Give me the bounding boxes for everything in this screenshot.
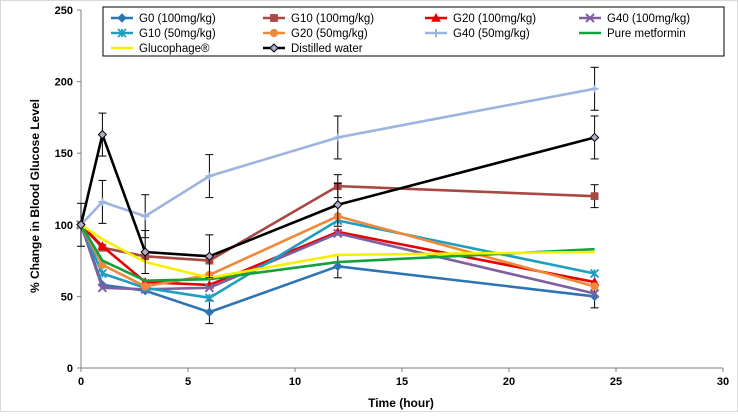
legend-swatch-marker bbox=[269, 28, 279, 38]
data-point bbox=[204, 307, 215, 317]
series-9 bbox=[80, 223, 595, 280]
x-tick-label: 5 bbox=[185, 376, 191, 388]
axes: 0 50 100 150 200 250 0 5 10 15 20 25 30 bbox=[55, 5, 729, 388]
data-point bbox=[590, 84, 599, 93]
data-point bbox=[204, 251, 215, 262]
legend-swatch-marker bbox=[431, 12, 441, 22]
data-point bbox=[141, 212, 150, 221]
legend-item-9: Glucophage® bbox=[111, 43, 210, 55]
x-tick-label: 10 bbox=[289, 376, 301, 388]
legend-box bbox=[102, 6, 725, 57]
x-axis-title: Time (hour) bbox=[368, 396, 434, 410]
series-7 bbox=[77, 66, 599, 239]
data-point bbox=[141, 282, 150, 291]
y-tick-label: 50 bbox=[61, 291, 73, 303]
legend-label: Glucophage® bbox=[139, 43, 210, 55]
data-point bbox=[140, 247, 150, 257]
legend: G0 (100mg/kg) G10 (100mg/kg) G20 (100mg/kg… bbox=[102, 6, 725, 57]
x-tick-label: 30 bbox=[717, 376, 729, 388]
legend-swatch-marker bbox=[270, 14, 278, 22]
series-1 bbox=[76, 220, 600, 325]
data-point bbox=[204, 283, 215, 293]
x-tick-label: 0 bbox=[78, 376, 84, 388]
data-point bbox=[76, 220, 86, 230]
data-point bbox=[97, 283, 108, 293]
legend-item-10: Distilled water bbox=[263, 43, 363, 55]
data-point bbox=[333, 261, 343, 272]
legend-label: G40 (100mg/kg) bbox=[607, 13, 690, 25]
y-tick-label: 200 bbox=[55, 77, 73, 89]
data-point bbox=[204, 293, 215, 303]
legend-swatch-marker bbox=[269, 43, 279, 53]
legend-label: G10 (100mg/kg) bbox=[291, 13, 374, 25]
legend-item-2: G10 (100mg/kg) bbox=[263, 13, 374, 25]
x-tick-label: 15 bbox=[396, 376, 408, 388]
data-point bbox=[333, 228, 343, 239]
data-point bbox=[589, 288, 600, 299]
data-point bbox=[205, 172, 214, 181]
legend-item-7: G40 (50mg/kg) bbox=[425, 28, 530, 40]
series-10 bbox=[76, 112, 600, 279]
data-point bbox=[589, 132, 600, 143]
legend-swatch-marker bbox=[432, 29, 440, 37]
data-point bbox=[333, 133, 342, 142]
data-point bbox=[97, 129, 108, 140]
x-tick-label: 20 bbox=[503, 376, 515, 388]
data-point bbox=[590, 192, 599, 201]
series-8 bbox=[79, 224, 595, 282]
data-point bbox=[97, 241, 108, 250]
legend-swatch-marker bbox=[585, 13, 595, 23]
data-point bbox=[589, 268, 600, 279]
legend-item-3: G20 (100mg/kg) bbox=[425, 12, 536, 25]
y-tick-label: 0 bbox=[67, 363, 73, 375]
legend-item-5: G10 (50mg/kg) bbox=[111, 28, 216, 40]
x-tick-label: 25 bbox=[610, 376, 622, 388]
legend-item-4: G40 (100mg/kg) bbox=[579, 13, 690, 25]
y-tick-label: 250 bbox=[55, 5, 73, 17]
legend-label: G20 (50mg/kg) bbox=[291, 28, 368, 40]
legend-label: G20 (100mg/kg) bbox=[453, 13, 536, 25]
legend-item-1: G0 (100mg/kg) bbox=[111, 13, 216, 25]
series-line bbox=[80, 223, 595, 287]
series-line bbox=[79, 224, 595, 282]
legend-label: Distilled water bbox=[291, 43, 363, 55]
data-point bbox=[97, 268, 108, 279]
legend-label: G0 (100mg/kg) bbox=[139, 13, 216, 25]
y-tick-label: 100 bbox=[55, 220, 73, 232]
data-point bbox=[333, 200, 343, 210]
legend-label: Pure metformin bbox=[607, 28, 686, 40]
series-line bbox=[79, 133, 595, 258]
legend-item-6: G20 (50mg/kg) bbox=[263, 28, 368, 40]
y-tick-label: 150 bbox=[55, 148, 73, 160]
series-line bbox=[80, 223, 595, 280]
legend-swatch-marker bbox=[117, 13, 127, 23]
series-layer bbox=[76, 66, 600, 325]
legend-label: G40 (50mg/kg) bbox=[453, 28, 530, 40]
data-point bbox=[590, 282, 599, 291]
y-axis-title: % Change in Blood Glucose Level bbox=[28, 99, 42, 293]
legend-label: G10 (50mg/kg) bbox=[139, 28, 216, 40]
series-line bbox=[80, 87, 595, 226]
legend-item-8: Pure metformin bbox=[579, 28, 686, 40]
legend-swatch-marker bbox=[117, 28, 127, 38]
data-point bbox=[98, 197, 107, 206]
